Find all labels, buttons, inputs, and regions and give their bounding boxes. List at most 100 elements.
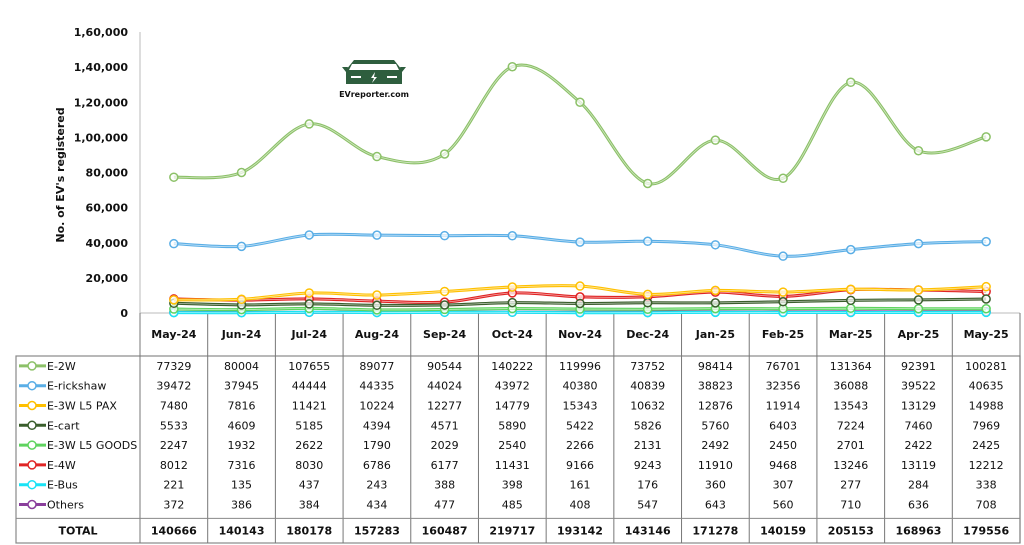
data-point <box>913 145 924 156</box>
table-cell: 77329 <box>156 360 191 373</box>
data-point <box>913 285 924 295</box>
table-cell: 7480 <box>160 400 188 413</box>
table-cell: 5890 <box>498 419 526 432</box>
table-cell: 2540 <box>498 439 526 452</box>
table-cell: 1932 <box>228 439 256 452</box>
table-cell: 386 <box>231 499 252 512</box>
data-point <box>778 287 788 297</box>
data-point <box>575 298 585 309</box>
table-cell: 140222 <box>491 360 533 373</box>
legend-label: Others <box>47 499 84 512</box>
table-cell: 10224 <box>359 400 394 413</box>
table-cell: 307 <box>773 479 794 492</box>
legend-label: E-Bus <box>47 479 78 492</box>
table-cell: 2701 <box>837 439 865 452</box>
data-point <box>372 300 382 311</box>
data-point <box>913 295 924 305</box>
table-cell: 360 <box>705 479 726 492</box>
legend-label: E-3W L5 GOODS <box>47 439 137 452</box>
table-cell: 9166 <box>566 459 594 472</box>
table-cell: 13543 <box>833 400 868 413</box>
data-point <box>981 303 991 314</box>
table-cell: 44335 <box>359 380 394 393</box>
table-cell: 119996 <box>559 360 601 373</box>
total-cell: 171278 <box>692 525 738 538</box>
table-cell: 2266 <box>566 439 594 452</box>
table-cell: 708 <box>976 499 997 512</box>
data-point <box>846 77 856 88</box>
table-cell: 277 <box>840 479 861 492</box>
table-cell: 40380 <box>563 380 598 393</box>
table-cell: 6786 <box>363 459 391 472</box>
table-cell: 4394 <box>363 419 391 432</box>
table-cell: 11421 <box>292 400 327 413</box>
y-tick-label: 1,40,000 <box>74 61 129 74</box>
table-cell: 10632 <box>630 400 665 413</box>
table-cell: 643 <box>705 499 726 512</box>
logo-text: EVreporter.com <box>339 90 409 99</box>
table-cell: 636 <box>908 499 929 512</box>
table-cell: 6177 <box>431 459 459 472</box>
data-point <box>642 289 653 300</box>
data-point <box>169 172 179 182</box>
total-row: TOTAL 140666 140143 180178 157283 160487 21971… <box>58 525 1009 538</box>
table-cell: 5760 <box>701 419 729 432</box>
table-cell: 14988 <box>969 400 1004 413</box>
table-cell: 5826 <box>634 419 662 432</box>
total-cell: 168963 <box>895 525 941 538</box>
data-point <box>169 295 179 305</box>
total-label: TOTAL <box>58 525 97 538</box>
total-cell: 193142 <box>557 525 603 538</box>
data-point <box>575 281 585 291</box>
data-point <box>710 240 721 250</box>
table-cell: 284 <box>908 479 929 492</box>
y-tick-label: 0 <box>120 307 128 320</box>
table-cell: 13129 <box>901 400 936 413</box>
table-row: Others 372 386 384 434 477 485 408 547 643 560 710 6… <box>19 499 997 512</box>
table-cell: 2425 <box>972 439 1000 452</box>
table-cell: 39472 <box>156 380 191 393</box>
data-point <box>846 303 856 314</box>
legend-marker-icon <box>19 479 46 490</box>
table-cell: 2492 <box>701 439 729 452</box>
data-point <box>372 290 382 300</box>
table-cell: 398 <box>502 479 523 492</box>
data-point <box>981 236 991 247</box>
series-e-3w-l5-pax <box>169 281 991 305</box>
table-row: E-4W 8012 7316 8030 6786 6177 11431 9166 9243 119… <box>19 459 1004 472</box>
evreporter-logo: EVreporter.com <box>339 60 409 99</box>
table-cell: 2247 <box>160 439 188 452</box>
data-point <box>981 281 991 292</box>
table-cell: 40635 <box>969 380 1004 393</box>
table-cell: 11914 <box>766 400 801 413</box>
data-point <box>981 132 991 142</box>
table-cell: 434 <box>366 499 387 512</box>
data-point <box>439 230 450 241</box>
total-cell: 219717 <box>489 525 535 538</box>
table-cell: 80004 <box>224 360 259 373</box>
table-cell: 176 <box>637 479 658 492</box>
total-cell: 140143 <box>219 525 265 538</box>
table-row: E-Bus 221 135 437 243 388 398 161 176 360 307 277 28… <box>19 479 997 492</box>
total-cell: 160487 <box>422 525 468 538</box>
data-point <box>642 298 653 308</box>
table-cell: 4571 <box>431 419 459 432</box>
legend-label: E-rickshaw <box>47 380 106 393</box>
table-cell: 39522 <box>901 380 936 393</box>
table-row: E-3W L5 GOODS 2247 1932 2622 1790 2029 2540 226… <box>19 439 1000 452</box>
legend-marker-icon <box>19 420 46 431</box>
table-cell: 44444 <box>292 380 327 393</box>
table-cell: 90544 <box>427 360 462 373</box>
table-cell: 107655 <box>288 360 330 373</box>
table-cell: 221 <box>163 479 184 492</box>
table-cell: 547 <box>637 499 658 512</box>
table-cell: 388 <box>434 479 455 492</box>
table-cell: 40839 <box>630 380 665 393</box>
data-point <box>710 298 721 308</box>
y-tick-label: 80,000 <box>86 167 129 180</box>
data-point <box>507 231 518 241</box>
table-cell: 477 <box>434 499 455 512</box>
table-cell: 43972 <box>495 380 530 393</box>
legend-marker-icon <box>19 460 46 470</box>
table-cell: 7224 <box>837 419 865 432</box>
